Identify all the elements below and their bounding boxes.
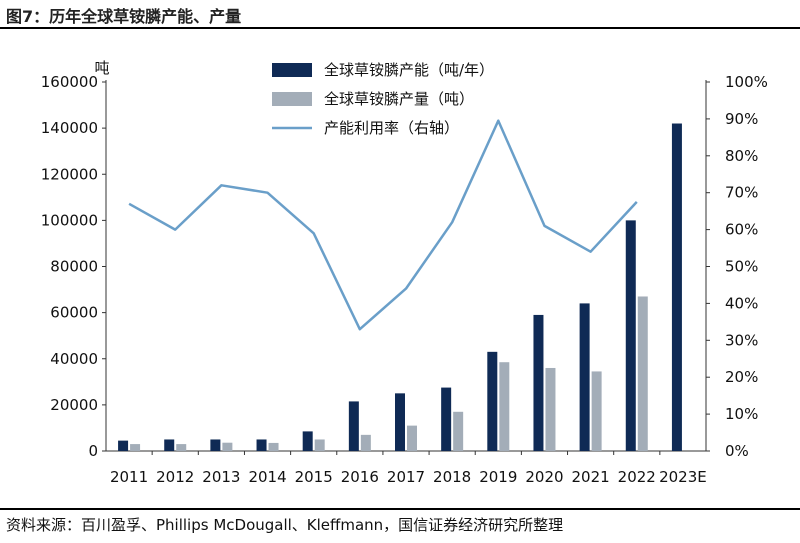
legend-label: 全球草铵膦产能（吨/年） [324,61,494,79]
capacity-bar [302,431,313,451]
output-bar [360,434,371,451]
x-tick-label: 2017 [387,468,425,486]
top-rule [0,27,800,29]
capacity-bar [487,351,498,451]
utilization-line [128,119,638,331]
bottom-rule [0,508,800,510]
capacity-bar [625,220,636,451]
y2-tick-label: 30% [725,331,758,349]
y-unit-label: 吨 [94,59,109,77]
capacity-bar [533,314,544,451]
capacity-bar [579,303,590,451]
y2-tick-label: 40% [725,294,758,312]
x-tick-label: 2021 [572,468,610,486]
output-bar [591,371,602,451]
source-note: 资料来源：百川盈孚、Phillips McDougall、Kleffmann，国… [6,516,564,534]
x-tick-label: 2023E [659,468,707,486]
y2-tick-label: 80% [725,147,758,165]
capacity-bar [118,440,129,451]
y2-tick-label: 90% [725,110,758,128]
capacity-bar [395,393,405,451]
y-tick-label: 20000 [50,396,98,414]
output-bar [637,296,648,451]
y-tick-label: 140000 [41,119,98,137]
legend-label: 全球草铵膦产量（吨） [324,90,474,108]
capacity-bar [348,401,359,451]
y-tick-label: 100000 [41,211,98,229]
capacity-bar [441,387,452,451]
y-tick-label: 40000 [50,350,98,368]
x-tick-label: 2018 [433,468,471,486]
output-bar [130,444,141,451]
y-tick-label: 80000 [50,258,98,276]
legend-output-swatch [272,92,312,106]
y-tick-label: 0 [88,442,98,460]
capacity-bar [256,439,267,451]
x-tick-label: 2011 [110,468,148,486]
y-tick-label: 60000 [50,304,98,322]
x-tick-label: 2015 [295,468,333,486]
legend-label: 产能利用率（右轴） [324,119,459,137]
x-tick-label: 2012 [156,468,194,486]
output-bar [176,444,187,451]
x-tick-label: 2013 [202,468,240,486]
output-bar [499,362,510,451]
x-tick-label: 2016 [341,468,379,486]
output-bar [407,425,417,451]
y2-tick-label: 20% [725,368,758,386]
y2-tick-label: 10% [725,405,758,423]
y2-tick-label: 70% [725,184,758,202]
capacity-bar [210,439,221,451]
output-bar [545,367,556,451]
output-bar [222,442,233,451]
y2-tick-label: 50% [725,258,758,276]
y2-tick-label: 0% [725,442,749,460]
y2-tick-label: 100% [725,73,768,91]
y-tick-label: 160000 [41,73,98,91]
y-tick-label: 120000 [41,165,98,183]
x-tick-label: 2022 [618,468,656,486]
output-bar [453,411,464,451]
legend-capacity-swatch [272,63,312,77]
x-tick-label: 2019 [479,468,517,486]
capacity-bar [671,123,682,451]
chart-title: 图7：历年全球草铵膦产能、产量 [6,7,242,26]
output-bar [268,442,279,451]
capacity-bar [164,439,175,451]
x-tick-label: 2020 [525,468,563,486]
y2-tick-label: 60% [725,221,758,239]
x-tick-label: 2014 [248,468,286,486]
output-bar [314,439,325,451]
